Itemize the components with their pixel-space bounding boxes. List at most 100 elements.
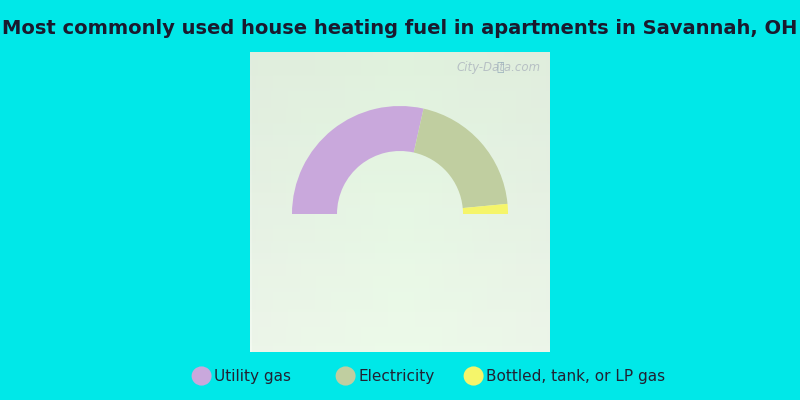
Bar bbox=[250, 194, 550, 198]
Bar bbox=[250, 254, 550, 258]
Bar bbox=[250, 338, 550, 342]
Bar bbox=[250, 102, 550, 104]
Bar bbox=[250, 276, 550, 278]
Bar bbox=[395, 52, 398, 352]
Bar bbox=[250, 172, 550, 175]
Bar bbox=[250, 126, 550, 128]
Bar bbox=[289, 52, 292, 352]
Bar bbox=[478, 52, 481, 352]
Bar bbox=[250, 151, 550, 154]
Bar bbox=[250, 88, 550, 91]
Bar bbox=[431, 52, 434, 352]
Bar bbox=[250, 238, 550, 241]
Bar bbox=[439, 52, 442, 352]
Bar bbox=[250, 79, 550, 82]
Bar bbox=[547, 52, 550, 352]
Bar bbox=[526, 52, 529, 352]
Bar bbox=[539, 52, 542, 352]
Wedge shape bbox=[414, 109, 507, 208]
Bar bbox=[454, 52, 457, 352]
Bar bbox=[250, 52, 253, 352]
Bar bbox=[250, 253, 550, 256]
Bar bbox=[429, 52, 431, 352]
Bar bbox=[250, 319, 550, 322]
Bar bbox=[448, 52, 451, 352]
Bar bbox=[280, 52, 283, 352]
Bar bbox=[466, 52, 469, 352]
Bar bbox=[250, 326, 550, 330]
Bar bbox=[292, 52, 295, 352]
Bar bbox=[250, 109, 550, 112]
Bar bbox=[499, 52, 502, 352]
Bar bbox=[250, 318, 550, 320]
Bar bbox=[250, 106, 550, 109]
Bar bbox=[250, 340, 550, 343]
Bar bbox=[376, 52, 379, 352]
Bar bbox=[505, 52, 508, 352]
Bar bbox=[486, 52, 489, 352]
Bar bbox=[250, 148, 550, 151]
Bar bbox=[302, 52, 306, 352]
Bar bbox=[250, 342, 550, 344]
Bar bbox=[250, 175, 550, 178]
Bar bbox=[298, 52, 301, 352]
Bar bbox=[250, 182, 550, 186]
Bar bbox=[301, 52, 304, 352]
Bar bbox=[352, 52, 355, 352]
Bar bbox=[250, 286, 550, 289]
Bar bbox=[250, 115, 550, 118]
Ellipse shape bbox=[464, 366, 483, 386]
Bar bbox=[470, 52, 474, 352]
Bar bbox=[469, 52, 472, 352]
Bar bbox=[349, 52, 352, 352]
Bar bbox=[394, 52, 397, 352]
Ellipse shape bbox=[192, 366, 211, 386]
Bar bbox=[381, 52, 383, 352]
Bar bbox=[250, 236, 550, 240]
Bar bbox=[250, 270, 550, 272]
Bar bbox=[508, 52, 511, 352]
Bar bbox=[397, 52, 400, 352]
Bar bbox=[250, 298, 550, 301]
Bar bbox=[250, 200, 550, 204]
Text: Most commonly used house heating fuel in apartments in Savannah, OH: Most commonly used house heating fuel in… bbox=[2, 19, 798, 38]
Bar bbox=[250, 308, 550, 312]
Bar bbox=[347, 52, 350, 352]
Bar bbox=[250, 170, 550, 174]
Bar bbox=[250, 124, 550, 127]
Bar bbox=[529, 52, 532, 352]
Bar bbox=[250, 307, 550, 310]
Bar bbox=[438, 52, 441, 352]
Bar bbox=[515, 52, 518, 352]
Bar bbox=[402, 52, 405, 352]
Bar bbox=[250, 114, 550, 116]
Text: Ⓣ: Ⓣ bbox=[496, 61, 503, 74]
Bar bbox=[379, 52, 382, 352]
Bar bbox=[250, 248, 550, 252]
Bar bbox=[367, 52, 370, 352]
Bar bbox=[318, 52, 321, 352]
Bar bbox=[250, 234, 550, 236]
Bar bbox=[250, 156, 550, 158]
Bar bbox=[250, 97, 550, 100]
Bar bbox=[417, 52, 419, 352]
Bar bbox=[503, 52, 506, 352]
Bar bbox=[285, 52, 287, 352]
Bar bbox=[358, 52, 361, 352]
Bar bbox=[494, 52, 498, 352]
Bar bbox=[453, 52, 455, 352]
Bar bbox=[442, 52, 445, 352]
Bar bbox=[250, 98, 550, 102]
Bar bbox=[250, 150, 550, 152]
Bar bbox=[427, 52, 430, 352]
Bar bbox=[250, 61, 550, 64]
Bar bbox=[493, 52, 496, 352]
Bar bbox=[405, 52, 407, 352]
Bar bbox=[250, 208, 550, 211]
Bar bbox=[326, 52, 330, 352]
Bar bbox=[250, 62, 550, 66]
Bar bbox=[250, 139, 550, 142]
Bar bbox=[250, 259, 550, 262]
Bar bbox=[250, 262, 550, 265]
Bar bbox=[250, 235, 550, 238]
